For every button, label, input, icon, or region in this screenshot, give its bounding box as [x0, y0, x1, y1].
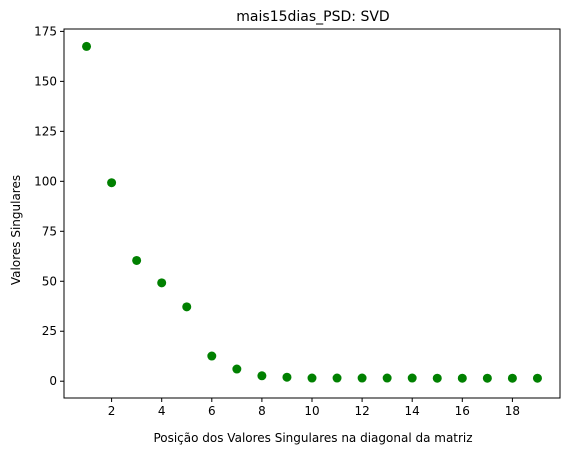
data-point: [282, 372, 292, 382]
y-tick-label: 150: [34, 74, 57, 88]
data-point: [107, 178, 117, 188]
data-points: [82, 41, 542, 383]
data-point: [332, 373, 342, 383]
data-point: [507, 373, 517, 383]
data-point: [157, 278, 167, 288]
data-point: [432, 373, 442, 383]
x-tick-label: 12: [354, 404, 369, 418]
y-tick-label: 100: [34, 174, 57, 188]
y-tick-label: 125: [34, 124, 57, 138]
y-tick-label: 50: [42, 274, 57, 288]
x-tick-label: 6: [208, 404, 216, 418]
data-point: [257, 371, 267, 381]
data-point: [82, 41, 92, 51]
data-point: [182, 302, 192, 312]
y-tick-label: 75: [42, 224, 57, 238]
y-axis-label: Valores Singulares: [9, 175, 23, 285]
data-point: [482, 373, 492, 383]
x-axis-label: Posição dos Valores Singulares na diagon…: [153, 431, 472, 445]
x-tick-label: 18: [505, 404, 520, 418]
y-tick-label: 25: [42, 324, 57, 338]
plot-frame: [63, 28, 561, 399]
x-tick-label: 16: [455, 404, 470, 418]
x-tick-label: 10: [304, 404, 319, 418]
data-point: [207, 351, 217, 361]
x-tick-label: 4: [158, 404, 166, 418]
data-point: [132, 255, 142, 265]
data-point: [532, 373, 542, 383]
y-axis: 0 25 50 75 100 125 150 175: [34, 24, 64, 388]
y-tick-label: 0: [49, 374, 57, 388]
y-tick-label: 175: [34, 24, 57, 38]
chart-title: mais15dias_PSD: SVD: [236, 9, 389, 25]
data-point: [307, 373, 317, 383]
data-point: [232, 364, 242, 374]
data-point: [457, 373, 467, 383]
data-point: [407, 373, 417, 383]
x-tick-label: 2: [108, 404, 116, 418]
data-point: [382, 373, 392, 383]
x-axis: 2 4 6 8 10 12 14 16 18: [108, 398, 520, 418]
x-tick-label: 8: [258, 404, 266, 418]
data-point: [357, 373, 367, 383]
x-tick-label: 14: [405, 404, 420, 418]
